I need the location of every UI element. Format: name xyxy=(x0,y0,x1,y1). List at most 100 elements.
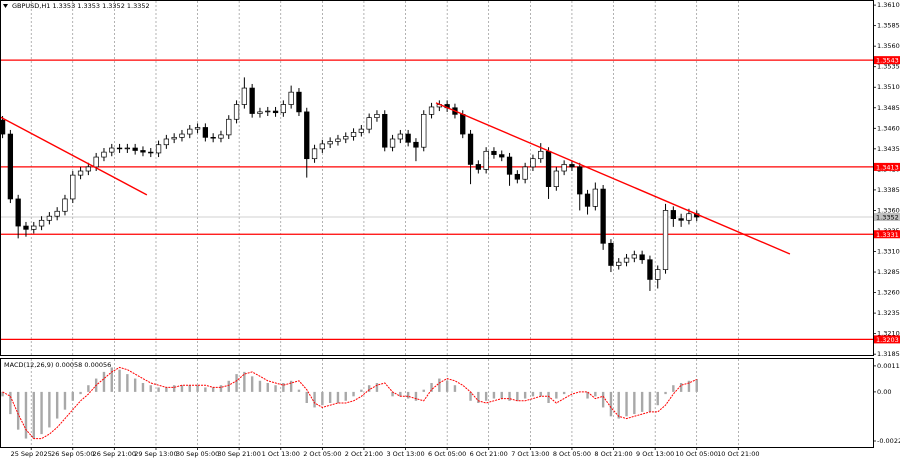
candle-body xyxy=(38,219,45,227)
macd-bar xyxy=(664,391,667,395)
macd-bar xyxy=(282,383,285,392)
candle-body xyxy=(475,164,481,170)
macd-panel xyxy=(1,359,739,447)
candle-body xyxy=(569,164,575,168)
macd-bar xyxy=(562,391,566,395)
macd-bar xyxy=(250,376,254,392)
level-label-bg xyxy=(874,162,900,171)
y-tick-label: 1.3285 xyxy=(877,268,900,276)
macd-bar xyxy=(55,391,59,419)
candle-body xyxy=(592,188,598,207)
y-tick-label: 1.3585 xyxy=(877,22,900,30)
macd-bar xyxy=(391,391,394,397)
macd-bar xyxy=(24,391,28,439)
candle-body xyxy=(608,242,614,266)
candle-body xyxy=(31,225,37,230)
x-tick-label: 26 Sep 21:00 xyxy=(93,450,136,458)
candle-body xyxy=(62,198,68,212)
candle-body xyxy=(218,134,224,139)
macd-bar xyxy=(40,391,43,435)
candle-body xyxy=(421,113,427,148)
x-tick-label: 29 Sep 13:00 xyxy=(134,450,177,458)
candle-body xyxy=(163,138,170,146)
y-tick-label: 1.3360 xyxy=(877,206,900,214)
title-marker xyxy=(3,4,8,8)
candle-body xyxy=(561,164,567,172)
candle-body xyxy=(553,170,559,187)
macd-bar xyxy=(297,389,301,392)
candle-body xyxy=(132,147,138,151)
candle-body xyxy=(413,141,419,148)
candle-body xyxy=(522,166,528,180)
macd-bar xyxy=(484,391,488,401)
macd-bar xyxy=(375,383,379,392)
candle-body xyxy=(179,133,185,138)
candle-body xyxy=(194,127,201,130)
candle-body xyxy=(647,259,653,280)
x-tick-label: 8 Oct 05:00 xyxy=(553,450,591,458)
macd-bar xyxy=(672,385,675,392)
macd-bar xyxy=(165,387,168,392)
candle-body xyxy=(499,154,505,158)
candle-body xyxy=(15,198,21,227)
x-tick-label: 6 Oct 21:00 xyxy=(470,450,508,458)
candle-body xyxy=(530,158,536,168)
level-label: 1.3543 xyxy=(876,57,899,65)
x-tick-label: 7 Oct 13:00 xyxy=(511,450,549,458)
candle-body xyxy=(327,141,333,145)
y-tick-label: 1.3385 xyxy=(877,186,900,194)
macd-bar xyxy=(133,378,137,392)
macd-bar xyxy=(438,378,441,392)
macd-bar xyxy=(679,383,683,392)
x-tick-label: 2 Oct 05:00 xyxy=(303,450,341,458)
macd-bar xyxy=(149,385,152,392)
macd-bar xyxy=(157,387,160,392)
macd-bar xyxy=(235,374,238,392)
candle-body xyxy=(655,269,661,280)
macd-bar xyxy=(648,391,652,412)
x-tick-label: 30 Sep 05:00 xyxy=(176,450,219,458)
candle-body xyxy=(467,133,474,165)
macd-bar xyxy=(469,391,472,401)
macd-title: MACD(12,26,9) 0.00058 0.00056 xyxy=(4,361,111,369)
macd-bar xyxy=(523,391,527,399)
candle-body xyxy=(397,133,403,140)
macd-bar xyxy=(508,391,511,401)
macd-bar xyxy=(336,391,340,403)
macd-bar xyxy=(500,391,503,399)
candle-body xyxy=(350,132,357,137)
y-tick-label: 1.3435 xyxy=(877,145,900,153)
candle-body xyxy=(506,156,513,175)
candle-body xyxy=(109,147,115,153)
x-tick-label: 8 Oct 21:00 xyxy=(594,450,632,458)
macd-bar xyxy=(399,391,402,397)
y-tick-label: 1.3260 xyxy=(877,289,900,297)
trend-line xyxy=(435,102,791,255)
macd-bar xyxy=(656,391,659,406)
macd-bar xyxy=(188,385,191,392)
candle-body xyxy=(187,128,193,135)
macd-bar xyxy=(453,385,457,392)
candle-body xyxy=(7,133,14,200)
y-tick-label: 1.3485 xyxy=(877,104,900,112)
macd-bar xyxy=(289,380,293,392)
candle-body xyxy=(491,150,497,155)
macd-bar xyxy=(258,380,262,392)
candle-body xyxy=(272,110,279,114)
macd-bar xyxy=(687,380,691,392)
macd-bar xyxy=(539,391,542,397)
macd-bar xyxy=(516,391,519,401)
chart-title: GBPUSD,H1 1.3353 1.3353 1.3352 1.3352 xyxy=(12,2,150,10)
macd-bar xyxy=(414,391,418,401)
level-label: 1.3203 xyxy=(876,336,899,344)
candle-body xyxy=(202,127,209,138)
macd-bar xyxy=(625,391,628,417)
candle-body xyxy=(335,138,341,142)
candle-body xyxy=(23,225,29,230)
candle-body xyxy=(249,87,255,114)
level-label: 1.3413 xyxy=(876,163,899,171)
candle-body xyxy=(280,104,287,114)
level-label-bg xyxy=(874,230,900,239)
